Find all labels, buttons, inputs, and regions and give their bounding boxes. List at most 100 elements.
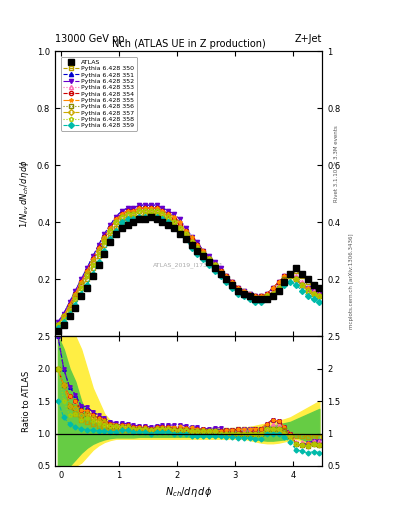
- Pythia 6.428 355: [143, 205, 147, 211]
- Pythia 6.428 359: [114, 228, 118, 234]
- Pythia 6.428 356: [131, 210, 136, 217]
- Pythia 6.428 356: [172, 219, 176, 225]
- Pythia 6.428 357: [67, 305, 72, 311]
- Pythia 6.428 355: [282, 273, 287, 280]
- ATLAS: [230, 282, 235, 288]
- Pythia 6.428 354: [55, 322, 60, 328]
- Pythia 6.428 356: [178, 225, 182, 231]
- Pythia 6.428 351: [253, 293, 258, 300]
- Pythia 6.428 355: [125, 208, 130, 214]
- X-axis label: $N_{ch}/d\eta\,d\phi$: $N_{ch}/d\eta\,d\phi$: [165, 485, 212, 499]
- Pythia 6.428 357: [288, 273, 293, 280]
- Pythia 6.428 358: [149, 208, 153, 214]
- Pythia 6.428 358: [184, 230, 188, 237]
- ATLAS: [224, 276, 229, 283]
- Line: Pythia 6.428 356: Pythia 6.428 356: [56, 209, 321, 327]
- Pythia 6.428 352: [184, 225, 188, 231]
- Pythia 6.428 352: [90, 253, 95, 260]
- Pythia 6.428 356: [276, 285, 281, 291]
- Pythia 6.428 351: [236, 285, 241, 291]
- Line: ATLAS: ATLAS: [55, 214, 322, 333]
- Pythia 6.428 352: [276, 279, 281, 285]
- Pythia 6.428 353: [247, 290, 252, 296]
- Pythia 6.428 351: [230, 279, 235, 285]
- Pythia 6.428 351: [265, 290, 270, 296]
- Line: Pythia 6.428 353: Pythia 6.428 353: [56, 206, 321, 327]
- Pythia 6.428 356: [166, 214, 171, 220]
- Pythia 6.428 358: [236, 288, 241, 294]
- Line: Pythia 6.428 350: Pythia 6.428 350: [56, 211, 321, 327]
- Pythia 6.428 354: [137, 205, 141, 211]
- Line: Pythia 6.428 351: Pythia 6.428 351: [56, 203, 321, 324]
- Pythia 6.428 350: [213, 262, 217, 268]
- Pythia 6.428 354: [241, 290, 246, 296]
- Pythia 6.428 357: [108, 228, 112, 234]
- Pythia 6.428 355: [317, 293, 322, 300]
- Pythia 6.428 356: [224, 276, 229, 283]
- ATLAS: [90, 273, 95, 280]
- Pythia 6.428 353: [96, 245, 101, 251]
- Pythia 6.428 353: [230, 279, 235, 285]
- Pythia 6.428 351: [172, 214, 176, 220]
- Pythia 6.428 359: [311, 296, 316, 302]
- Pythia 6.428 353: [67, 302, 72, 308]
- Pythia 6.428 356: [265, 293, 270, 300]
- Pythia 6.428 354: [299, 282, 304, 288]
- Pythia 6.428 351: [224, 273, 229, 280]
- Pythia 6.428 355: [55, 322, 60, 328]
- Pythia 6.428 350: [189, 239, 194, 245]
- Pythia 6.428 354: [276, 279, 281, 285]
- ATLAS: [178, 230, 182, 237]
- Y-axis label: Ratio to ATLAS: Ratio to ATLAS: [22, 371, 31, 432]
- Pythia 6.428 354: [311, 290, 316, 296]
- Pythia 6.428 357: [172, 219, 176, 225]
- Pythia 6.428 352: [131, 205, 136, 211]
- Pythia 6.428 359: [166, 219, 171, 225]
- Pythia 6.428 357: [224, 276, 229, 283]
- Pythia 6.428 358: [247, 293, 252, 300]
- Pythia 6.428 352: [61, 310, 66, 316]
- Pythia 6.428 350: [149, 210, 153, 217]
- Pythia 6.428 358: [114, 219, 118, 225]
- Pythia 6.428 350: [172, 219, 176, 225]
- Pythia 6.428 354: [253, 293, 258, 300]
- Pythia 6.428 355: [149, 205, 153, 211]
- Pythia 6.428 358: [172, 219, 176, 225]
- Pythia 6.428 356: [195, 245, 200, 251]
- Pythia 6.428 351: [84, 265, 89, 271]
- Pythia 6.428 352: [288, 270, 293, 276]
- Pythia 6.428 351: [282, 273, 287, 280]
- Pythia 6.428 350: [143, 210, 147, 217]
- Pythia 6.428 358: [137, 208, 141, 214]
- Pythia 6.428 353: [172, 217, 176, 223]
- Pythia 6.428 357: [282, 279, 287, 285]
- Pythia 6.428 357: [305, 288, 310, 294]
- Pythia 6.428 350: [84, 276, 89, 283]
- Pythia 6.428 350: [282, 276, 287, 283]
- Pythia 6.428 353: [108, 225, 112, 231]
- Text: ATLAS_2019_I1736531: ATLAS_2019_I1736531: [153, 262, 224, 268]
- Pythia 6.428 352: [102, 230, 107, 237]
- Pythia 6.428 354: [236, 285, 241, 291]
- Pythia 6.428 359: [195, 250, 200, 257]
- Pythia 6.428 356: [305, 288, 310, 294]
- Pythia 6.428 353: [102, 233, 107, 240]
- Pythia 6.428 353: [201, 248, 206, 254]
- Pythia 6.428 358: [241, 290, 246, 296]
- Pythia 6.428 359: [119, 219, 124, 225]
- Pythia 6.428 357: [102, 237, 107, 243]
- Pythia 6.428 353: [236, 285, 241, 291]
- Pythia 6.428 351: [259, 293, 264, 300]
- ATLAS: [265, 296, 270, 302]
- Pythia 6.428 357: [125, 210, 130, 217]
- Y-axis label: $1/N_{ev}\,dN_{ch}/d\eta\,d\phi$: $1/N_{ev}\,dN_{ch}/d\eta\,d\phi$: [18, 159, 31, 228]
- Pythia 6.428 356: [96, 248, 101, 254]
- Pythia 6.428 357: [299, 282, 304, 288]
- Pythia 6.428 359: [73, 302, 78, 308]
- ATLAS: [154, 217, 159, 223]
- Pythia 6.428 351: [108, 222, 112, 228]
- Pythia 6.428 358: [125, 210, 130, 217]
- Pythia 6.428 350: [166, 217, 171, 223]
- ATLAS: [288, 270, 293, 276]
- Pythia 6.428 350: [73, 296, 78, 302]
